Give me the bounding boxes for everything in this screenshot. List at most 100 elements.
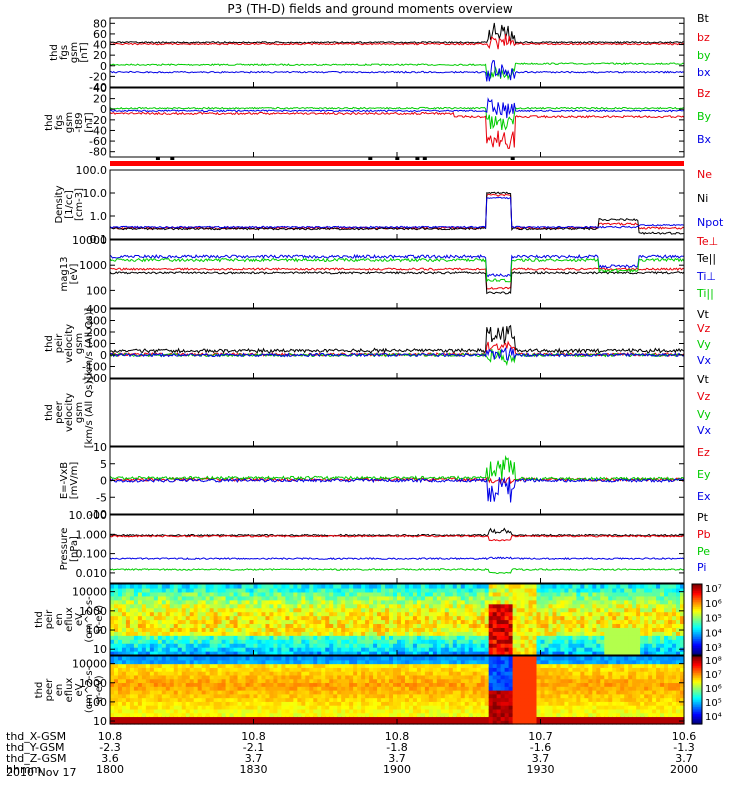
spectrogram-cell <box>174 701 179 705</box>
spectrogram-cell <box>345 639 350 644</box>
spectrogram-cell <box>329 592 334 597</box>
spectrogram-cell <box>190 682 195 686</box>
spectrogram-cell <box>134 667 139 671</box>
spectrogram-cell <box>206 604 211 609</box>
spectrogram-cell <box>130 690 135 694</box>
spectrogram-cell <box>417 647 422 652</box>
spectrogram-cell <box>469 709 474 713</box>
spectrogram-cell <box>226 656 231 660</box>
spectrogram-cell <box>477 647 482 652</box>
spectrogram-cell <box>118 635 123 640</box>
spectrogram-cell <box>353 716 358 720</box>
spectrogram-cell <box>238 584 243 589</box>
spectrogram-cell <box>277 660 282 664</box>
spectrogram-cell <box>584 584 589 589</box>
spectrogram-cell <box>297 588 302 593</box>
spectrogram-cell <box>533 690 538 694</box>
spectrogram-cell <box>381 664 386 668</box>
spectrogram-cell <box>421 608 426 613</box>
spectrogram-cell <box>513 667 518 671</box>
spectrogram-cell <box>246 682 251 686</box>
spectrogram-cell <box>373 671 378 675</box>
spectrogram-cell <box>485 682 490 686</box>
spectrogram-cell <box>261 690 266 694</box>
spectrogram-cell <box>170 682 175 686</box>
spectrogram-cell <box>445 616 450 621</box>
spectrogram-cell <box>341 631 346 636</box>
spectrogram-cell <box>405 616 410 621</box>
spectrogram-cell <box>182 675 187 679</box>
spectrogram-cell <box>509 616 514 621</box>
spectrogram-cell <box>632 584 637 589</box>
spectrogram-cell <box>580 596 585 601</box>
spectrogram-cell <box>118 679 123 683</box>
spectrogram-cell <box>592 623 597 628</box>
spectrogram-cell <box>640 635 645 640</box>
spectrogram-cell <box>369 709 374 713</box>
spectrogram-cell <box>313 656 318 660</box>
spectrogram-cell <box>301 667 306 671</box>
spectrogram-cell <box>353 635 358 640</box>
spectrogram-cell <box>544 671 549 675</box>
spectrogram-cell <box>349 660 354 664</box>
legend-entry: Ez <box>697 446 710 459</box>
spectrogram-cell <box>218 608 223 613</box>
spectrogram-cell <box>198 600 203 605</box>
spectrogram-cell <box>548 635 553 640</box>
spectrogram-cell <box>222 671 227 675</box>
spectrogram-cell <box>289 620 294 625</box>
spectrogram-cell <box>377 713 382 717</box>
spectrogram-cell <box>277 716 282 720</box>
spectrogram-cell <box>417 671 422 675</box>
spectrogram-cell <box>505 643 510 648</box>
spectrogram-cell <box>481 623 486 628</box>
spectrogram-cell <box>190 660 195 664</box>
spectrogram-cell <box>644 600 649 605</box>
spectrogram-cell <box>453 698 458 702</box>
spectrogram-cell <box>389 664 394 668</box>
panel-frame <box>110 240 684 308</box>
spectrogram-cell <box>600 616 605 621</box>
spectrogram-cell <box>441 647 446 652</box>
spectrogram-cell <box>261 584 266 589</box>
spectrogram-cell <box>190 643 195 648</box>
spectrogram-cell <box>469 627 474 632</box>
spectrogram-cell <box>341 705 346 709</box>
spectrogram-cell <box>214 600 219 605</box>
spectrogram-cell <box>628 592 633 597</box>
spectrogram-cell <box>206 713 211 717</box>
spectrogram-cell <box>393 656 398 660</box>
spectrogram-cell <box>206 643 211 648</box>
spectrogram-cell <box>616 596 621 601</box>
spectrogram-cell <box>269 679 274 683</box>
spectrogram-cell <box>321 631 326 636</box>
spectrogram-cell <box>273 616 278 621</box>
spectrogram-cell <box>497 588 502 593</box>
spectrogram-cell <box>186 639 191 644</box>
spectrogram-cell <box>564 705 569 709</box>
legend-entry: Vz <box>697 322 711 335</box>
spectrogram-cell <box>365 608 370 613</box>
spectrogram-cell <box>122 643 127 648</box>
spectrogram-cell <box>501 612 506 617</box>
spectrogram-cell <box>369 713 374 717</box>
spectrogram-cell <box>218 596 223 601</box>
spectrogram-cell <box>568 584 573 589</box>
spectrogram-cell <box>126 627 131 632</box>
spectrogram-cell <box>369 679 374 683</box>
spectrogram-cell <box>166 679 171 683</box>
spectrogram-cell <box>337 709 342 713</box>
spectrogram-cell <box>154 664 159 668</box>
spectrogram-cell <box>110 694 115 698</box>
y-axis-label: [nT] <box>84 112 95 132</box>
spectrogram-cell <box>636 604 641 609</box>
spectrogram-cell <box>544 667 549 671</box>
spectrogram-cell <box>509 694 514 698</box>
spectrogram-cell <box>337 701 342 705</box>
spectrogram-cell <box>660 608 665 613</box>
spectrogram-cell <box>281 623 286 628</box>
spectrogram-cell <box>234 701 239 705</box>
spectrogram-cell <box>505 713 510 717</box>
spectrogram-cell <box>417 664 422 668</box>
